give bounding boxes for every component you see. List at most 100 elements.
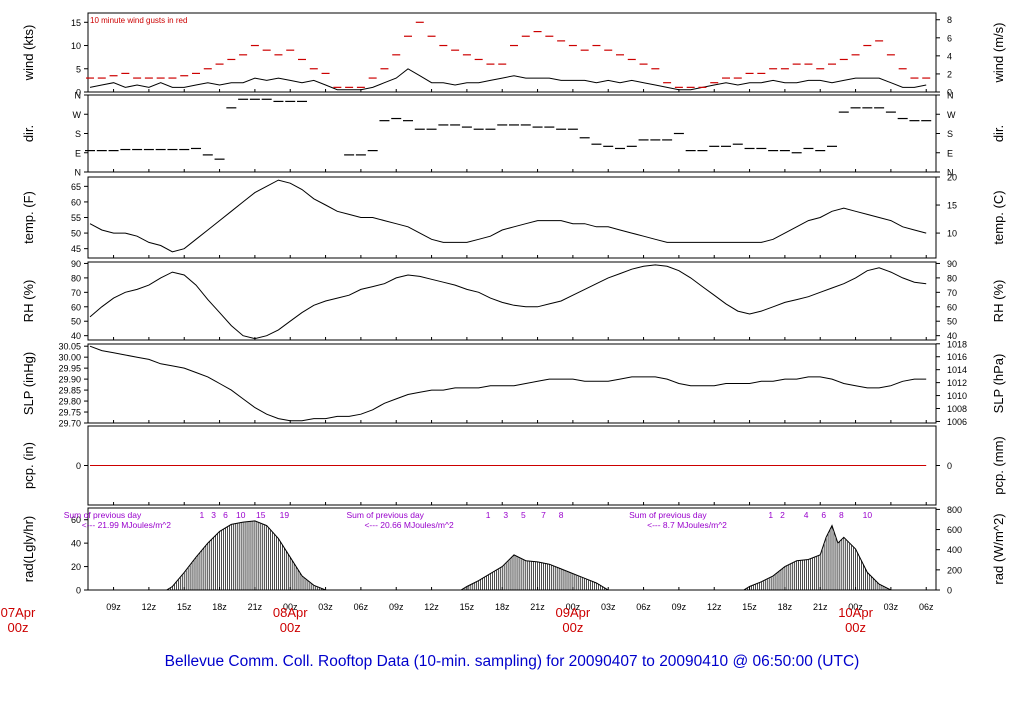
- left-tick-label: 60: [71, 515, 81, 525]
- peak-hour-label: 15: [256, 510, 266, 520]
- right-tick-label: 0: [947, 88, 952, 98]
- right-tick-label: 1012: [947, 378, 967, 388]
- x-tick-label: 09z: [106, 602, 121, 612]
- y-axis-label-left: SLP (inHg): [21, 352, 36, 415]
- day-label-date: 07Apr: [1, 605, 36, 620]
- peak-hour-label: 2: [780, 510, 785, 520]
- left-tick-label: 29.70: [58, 419, 81, 429]
- panel-frame-wind: [87, 12, 937, 93]
- left-tick-label: 60: [71, 302, 81, 312]
- day-label-hour: 00z: [280, 620, 301, 635]
- right-tick-label: E: [947, 148, 953, 158]
- peak-hour-label: 3: [503, 510, 508, 520]
- left-tick-label: 55: [71, 213, 81, 223]
- right-tick-label: 6: [947, 33, 952, 43]
- day-label-date: 10Apr: [838, 605, 873, 620]
- right-tick-label: 8: [947, 15, 952, 25]
- peak-hour-label: 1: [200, 510, 205, 520]
- peak-hour-label: 8: [559, 510, 564, 520]
- left-tick-label: S: [75, 129, 81, 139]
- x-tick-label: 12z: [424, 602, 439, 612]
- footer-caption: Bellevue Comm. Coll. Rooftop Data (10-mi…: [165, 653, 860, 670]
- day-sum-title: Sum of previous day: [629, 510, 707, 520]
- day-label-date: 08Apr: [273, 605, 308, 620]
- x-tick-label: 15z: [742, 602, 757, 612]
- right-tick-label: N: [947, 91, 954, 101]
- pressure-line: [89, 345, 927, 422]
- day-label-hour: 00z: [845, 620, 866, 635]
- left-tick-label: N: [75, 168, 82, 178]
- day-sum-title: Sum of previous day: [346, 510, 424, 520]
- right-tick-label: N: [947, 168, 954, 178]
- x-tick-label: 06z: [636, 602, 651, 612]
- y-axis-label-right: RH (%): [991, 280, 1006, 323]
- y-axis-label-left: dir.: [21, 125, 36, 142]
- panel-frame-temp: [87, 176, 937, 259]
- right-tick-label: 1014: [947, 365, 967, 375]
- right-tick-label: 0: [947, 461, 952, 471]
- y-axis-label-left: rad(Lgly/hr): [21, 516, 36, 582]
- x-tick-label: 21z: [530, 602, 545, 612]
- left-tick-label: 40: [71, 539, 81, 549]
- y-axis-label-right: wind (m/s): [991, 23, 1006, 84]
- peak-hour-label: 8: [839, 510, 844, 520]
- right-tick-label: 40: [947, 331, 957, 341]
- peak-hour-label: 4: [804, 510, 809, 520]
- right-tick-label: 80: [947, 273, 957, 283]
- x-tick-label: 18z: [212, 602, 227, 612]
- x-tick-label: 09z: [672, 602, 687, 612]
- y-axis-label-right: rad (W/m^2): [991, 513, 1006, 584]
- radiation-outline: [166, 520, 892, 591]
- right-tick-label: 800: [947, 505, 962, 515]
- peak-hour-label: 6: [821, 510, 826, 520]
- peak-hour-label: 5: [521, 510, 526, 520]
- right-tick-label: 1006: [947, 417, 967, 427]
- right-tick-label: 0: [947, 586, 952, 596]
- x-tick-label: 00z: [566, 602, 581, 612]
- left-tick-label: 0: [76, 461, 81, 471]
- peak-hour-label: 10: [863, 510, 873, 520]
- right-tick-label: 200: [947, 565, 962, 575]
- day-sum-value: <--- 8.7 MJoules/m^2: [647, 520, 727, 530]
- peak-hour-label: 7: [541, 510, 546, 520]
- temperature-line: [89, 179, 927, 253]
- x-tick-label: 21z: [813, 602, 828, 612]
- left-tick-label: 10: [71, 41, 81, 51]
- day-sum-value: <--- 21.99 MJoules/m^2: [82, 520, 172, 530]
- x-tick-label: 15z: [177, 602, 192, 612]
- y-axis-label-right: dir.: [991, 125, 1006, 142]
- x-tick-label: 18z: [495, 602, 510, 612]
- peak-hour-label: 1: [768, 510, 773, 520]
- right-tick-label: 1016: [947, 352, 967, 362]
- y-axis-label-right: pcp. (mm): [991, 436, 1006, 495]
- left-tick-label: 0: [76, 88, 81, 98]
- right-tick-label: 400: [947, 545, 962, 555]
- left-tick-label: 30.05: [58, 342, 81, 352]
- y-axis-label-left: RH (%): [21, 280, 36, 323]
- humidity-line: [89, 264, 927, 340]
- right-tick-label: 1018: [947, 339, 967, 349]
- right-tick-label: 15: [947, 201, 957, 211]
- x-tick-label: 18z: [778, 602, 793, 612]
- left-tick-label: E: [75, 148, 81, 158]
- right-tick-label: 600: [947, 525, 962, 535]
- x-tick-label: 03z: [601, 602, 616, 612]
- peak-hour-label: 3: [211, 510, 216, 520]
- left-tick-label: 45: [71, 244, 81, 254]
- x-tick-label: 21z: [248, 602, 263, 612]
- x-tick-label: 06z: [919, 602, 934, 612]
- left-tick-label: 70: [71, 288, 81, 298]
- day-label-hour: 00z: [562, 620, 583, 635]
- left-tick-label: 29.85: [58, 386, 81, 396]
- left-tick-label: 29.75: [58, 408, 81, 418]
- left-tick-label: 40: [71, 331, 81, 341]
- y-axis-label-left: temp. (F): [21, 191, 36, 244]
- peak-hour-label: 1: [486, 510, 491, 520]
- left-tick-label: 80: [71, 273, 81, 283]
- x-tick-label: 09z: [389, 602, 404, 612]
- left-tick-label: 30.00: [58, 353, 81, 363]
- x-tick-label: 12z: [707, 602, 722, 612]
- speed-line: [89, 68, 927, 91]
